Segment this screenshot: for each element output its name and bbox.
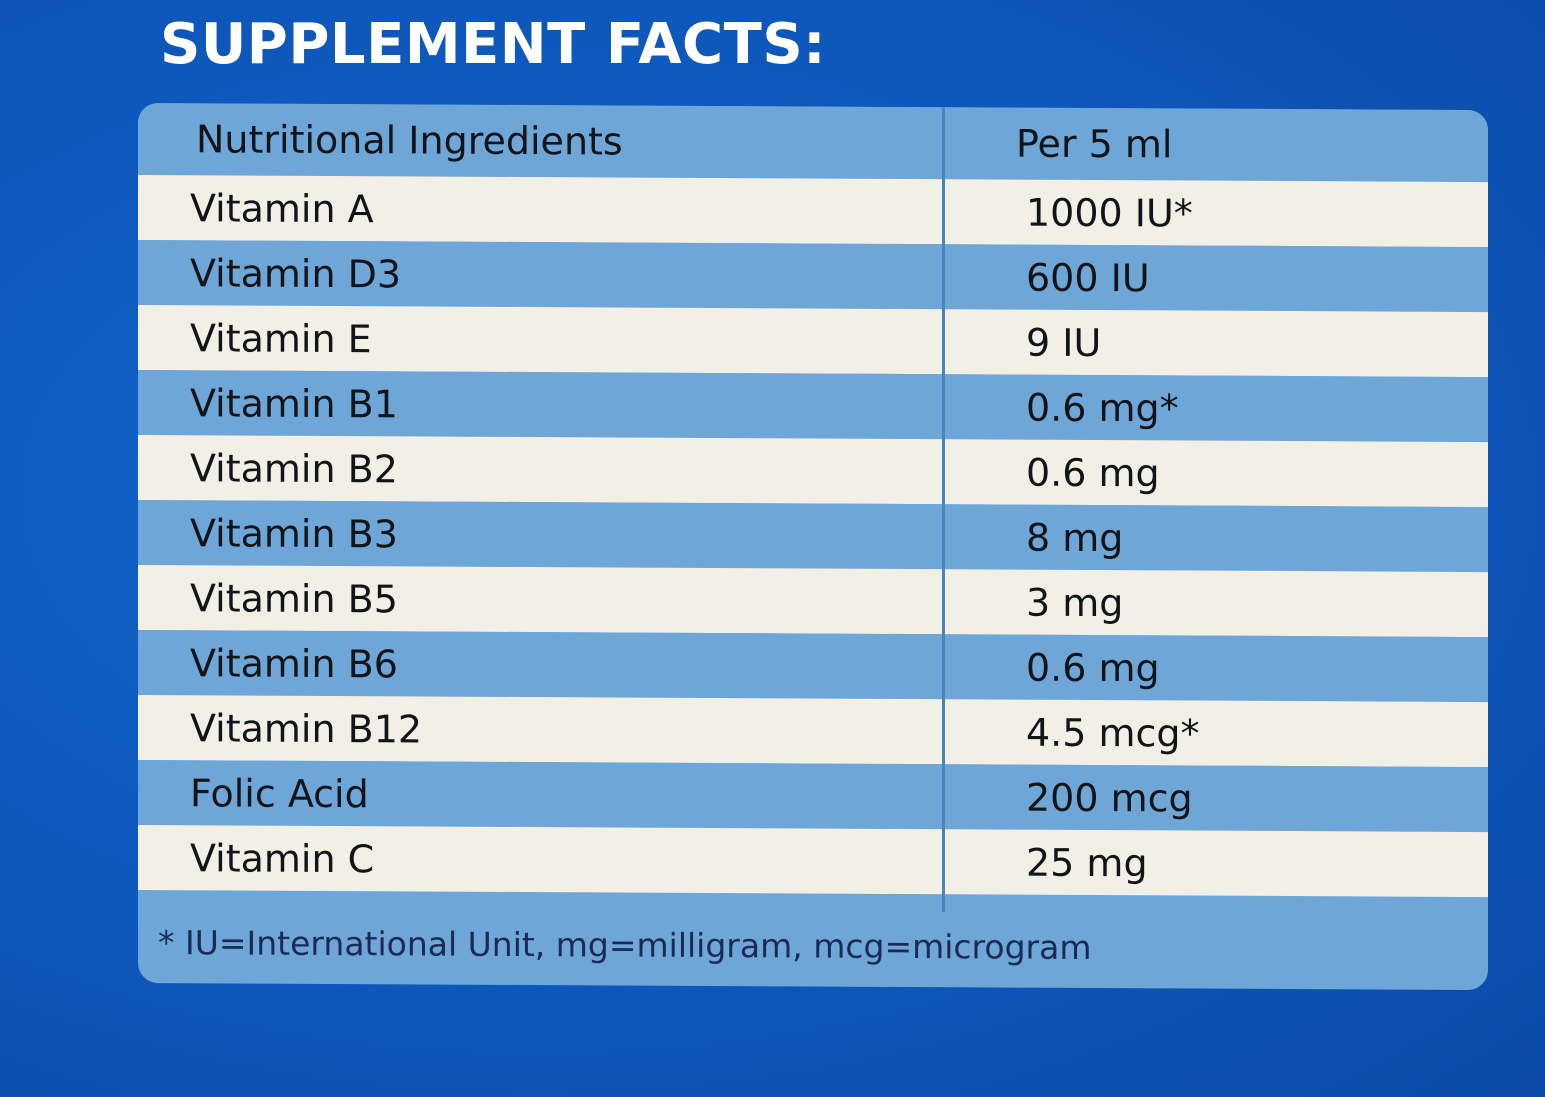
column-divider — [942, 107, 945, 913]
ingredient-name: Vitamin B1 — [190, 380, 398, 426]
supplement-facts-table: Nutritional Ingredients Per 5 ml Vitamin… — [138, 103, 1488, 991]
ingredient-amount: 0.6 mg — [1026, 450, 1160, 495]
ingredient-name: Vitamin E — [190, 315, 372, 361]
table-row: Vitamin B2 0.6 mg — [138, 435, 1488, 508]
table-row: Vitamin C 25 mg — [138, 825, 1488, 898]
ingredient-name: Vitamin B6 — [190, 640, 398, 686]
ingredient-amount: 3 mg — [1026, 580, 1124, 625]
ingredient-name: Vitamin B2 — [190, 445, 398, 491]
ingredient-amount: 9 IU — [1026, 320, 1102, 365]
table-row: Vitamin D3 600 IU — [138, 240, 1488, 313]
ingredient-name: Folic Acid — [190, 770, 369, 816]
ingredient-name: Vitamin B12 — [190, 705, 423, 751]
ingredient-name: Vitamin C — [190, 835, 375, 881]
table-row: Vitamin E 9 IU — [138, 305, 1488, 378]
ingredient-amount: 8 mg — [1026, 515, 1124, 560]
ingredient-amount: 1000 IU* — [1026, 190, 1193, 236]
header-ingredients: Nutritional Ingredients — [196, 117, 623, 164]
table-row: Folic Acid 200 mcg — [138, 760, 1488, 833]
ingredient-name: Vitamin B3 — [190, 510, 398, 556]
ingredient-amount: 200 mcg — [1026, 775, 1193, 821]
ingredient-name: Vitamin B5 — [190, 575, 398, 621]
ingredient-amount: 600 IU — [1026, 255, 1150, 300]
table-row: Vitamin B3 8 mg — [138, 500, 1488, 573]
table-row: Vitamin B5 3 mg — [138, 565, 1488, 638]
table-row: Vitamin A 1000 IU* — [138, 175, 1488, 248]
ingredient-amount: 25 mg — [1026, 840, 1148, 885]
ingredient-amount: 0.6 mg — [1026, 645, 1160, 690]
table-header-row: Nutritional Ingredients Per 5 ml — [138, 103, 1488, 183]
ingredient-name: Vitamin A — [190, 185, 374, 231]
supplement-facts-heading: SUPPLEMENT FACTS: — [160, 12, 827, 77]
table-row: Vitamin B12 4.5 mcg* — [138, 695, 1488, 768]
header-per-5ml: Per 5 ml — [1016, 121, 1173, 167]
units-footnote: * IU=International Unit, mg=milligram, m… — [158, 923, 1092, 967]
ingredient-name: Vitamin D3 — [190, 250, 402, 296]
ingredient-amount: 0.6 mg* — [1026, 385, 1179, 430]
table-row: Vitamin B6 0.6 mg — [138, 630, 1488, 703]
ingredient-amount: 4.5 mcg* — [1026, 710, 1200, 756]
table-row: Vitamin B1 0.6 mg* — [138, 370, 1488, 443]
